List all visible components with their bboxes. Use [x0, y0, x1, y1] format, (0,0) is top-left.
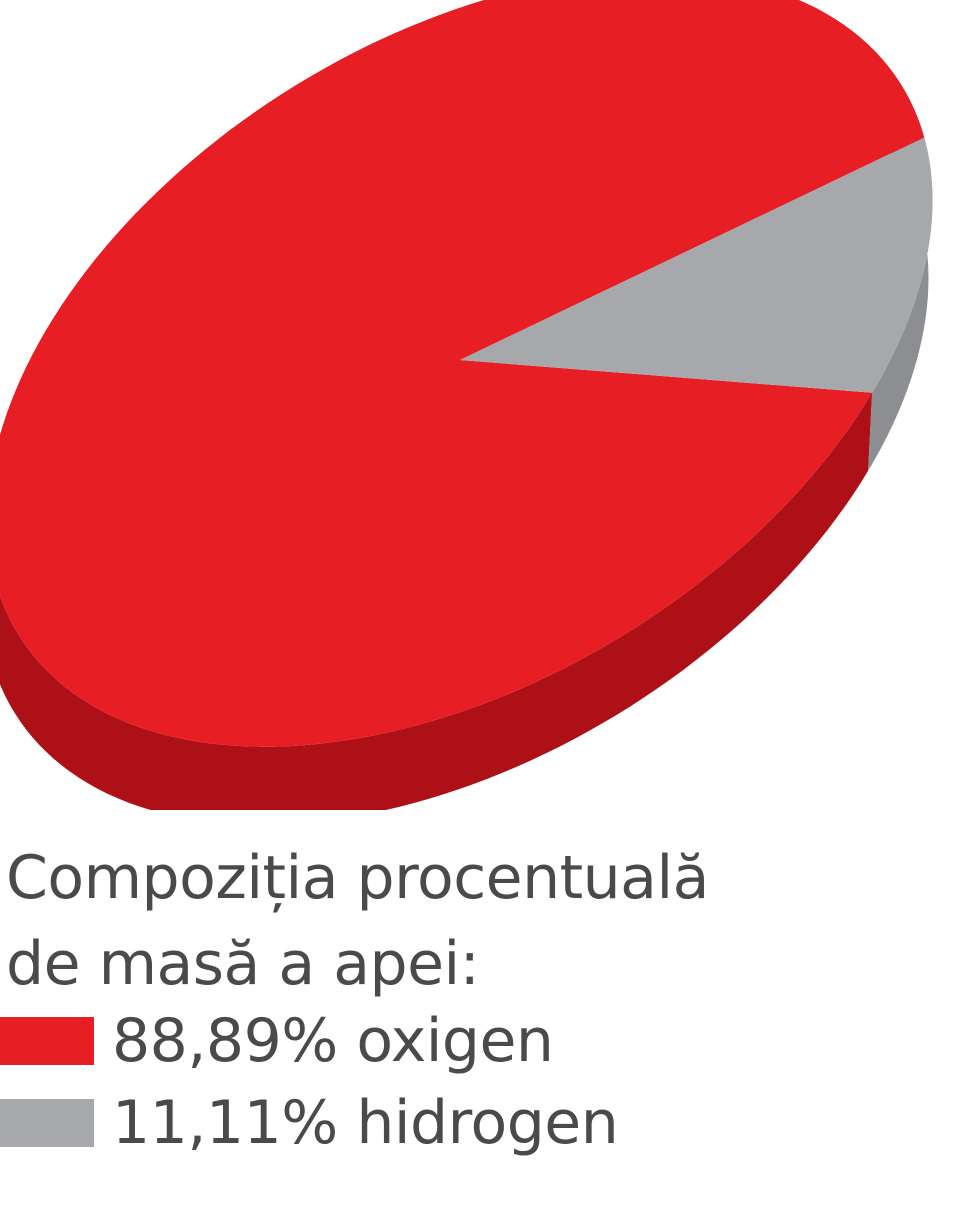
legend-item-oxigen: 88,89% oxigen	[0, 1000, 618, 1082]
chart-caption: Compoziția procentuală de masă a apei:	[6, 835, 709, 1007]
pie-slice-hidrogen	[460, 137, 933, 393]
chart-caption-line-2: de masă a apei:	[6, 929, 480, 999]
legend-swatch-oxigen	[0, 1017, 94, 1065]
legend-label-oxigen: 88,89% oxigen	[112, 1006, 554, 1076]
legend-label-hidrogen: 11,11% hidrogen	[112, 1088, 619, 1158]
legend-swatch-hidrogen	[0, 1099, 94, 1147]
chart-caption-line-1: Compoziția procentuală	[6, 843, 709, 913]
legend-item-hidrogen: 11,11% hidrogen	[0, 1082, 619, 1164]
pie-slice-oxigen	[0, 0, 925, 747]
chart-legend: 88,89% oxigen 11,11% hidrogen	[0, 1000, 619, 1164]
pie-side-hidrogen	[868, 137, 933, 471]
pie-chart	[0, 0, 933, 810]
